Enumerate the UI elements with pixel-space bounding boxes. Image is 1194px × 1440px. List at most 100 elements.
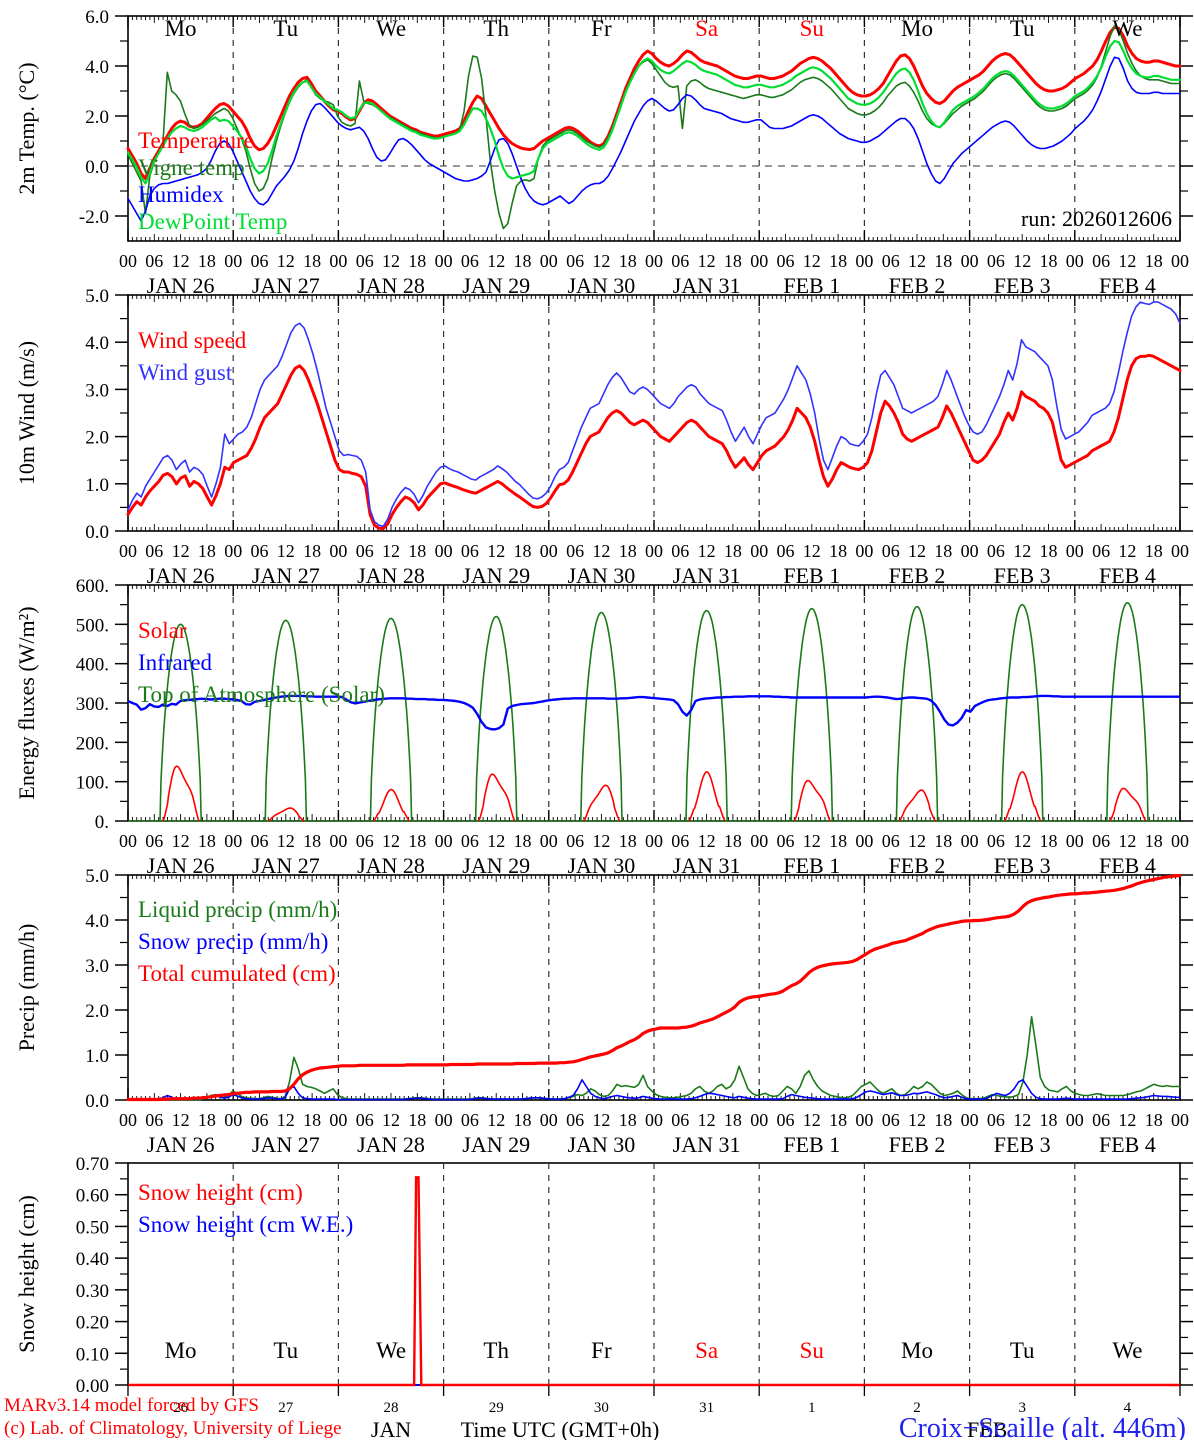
hour-tick-label: 06: [777, 1110, 795, 1130]
bottom-day-number: 2: [913, 1400, 921, 1416]
hour-tick-label: 00: [119, 541, 137, 561]
hour-tick-label: 12: [172, 1110, 190, 1130]
hour-tick-label: 12: [277, 1110, 295, 1130]
day-label: FEB 1: [783, 1132, 840, 1157]
hour-tick-label: 18: [619, 251, 637, 271]
hour-tick-label: 12: [277, 251, 295, 271]
run-label: run: 2026012606: [1021, 206, 1172, 231]
hour-tick-label: 12: [908, 1110, 926, 1130]
hour-tick-label: 18: [934, 251, 952, 271]
hour-tick-label: 18: [303, 831, 321, 851]
hour-tick-label: 06: [882, 251, 900, 271]
y-tick-label: 0.: [95, 812, 109, 833]
y-axis-title: 10m Wind (m/s): [14, 341, 39, 485]
y-tick-label: 600.: [76, 576, 109, 597]
hour-tick-label: 00: [540, 831, 558, 851]
hour-tick-label: 00: [1066, 831, 1084, 851]
y-tick-label: 1.0: [85, 1046, 109, 1067]
hour-tick-label: 06: [566, 831, 584, 851]
y-tick-label: 4.0: [85, 333, 109, 354]
hour-tick-label: 06: [1092, 1110, 1110, 1130]
hour-tick-label: 06: [987, 541, 1005, 561]
bottom-month-jan: JAN: [371, 1417, 411, 1440]
hour-tick-label: 18: [934, 541, 952, 561]
day-label: JAN 26: [147, 273, 215, 298]
y-tick-label: 0.10: [76, 1344, 109, 1365]
x-axis-ticks: [127, 875, 1181, 1100]
hour-tick-label: 00: [1066, 251, 1084, 271]
hour-tick-label: 18: [408, 831, 426, 851]
hour-tick-label: 06: [882, 1110, 900, 1130]
station-label: Croix−Scaille (alt. 446m): [899, 1413, 1186, 1440]
hour-tick-label: 00: [540, 1110, 558, 1130]
hour-tick-label: 00: [1171, 831, 1189, 851]
hour-tick-label: 00: [750, 251, 768, 271]
hour-tick-label: 18: [1040, 251, 1058, 271]
hour-tick-label: 00: [961, 251, 979, 271]
hour-tick-label: 18: [1145, 251, 1163, 271]
x-axis-title: Time UTC (GMT+0h): [461, 1417, 660, 1440]
hour-tick-label: 00: [1171, 541, 1189, 561]
hour-tick-label: 12: [1013, 831, 1031, 851]
legend-entry-2: Infrared: [138, 650, 213, 675]
hour-tick-label: 12: [908, 541, 926, 561]
hour-tick-label: 18: [829, 831, 847, 851]
y-tick-label: 3.0: [85, 380, 109, 401]
hour-tick-label: 00: [540, 541, 558, 561]
hour-tick-label: 06: [251, 541, 269, 561]
panel-precip: [115, 873, 1193, 1102]
y-tick-label: -2.0: [79, 207, 109, 228]
hour-tick-label: 06: [882, 831, 900, 851]
day-label: JAN 26: [147, 563, 215, 588]
hour-tick-label: 00: [224, 541, 242, 561]
hour-tick-label: 06: [145, 831, 163, 851]
hour-tick-label: 06: [461, 251, 479, 271]
hour-tick-label: 18: [514, 251, 532, 271]
hour-tick-label: 18: [829, 251, 847, 271]
hour-tick-label: 18: [619, 1110, 637, 1130]
series-snow-precip-mm-h: [127, 1079, 1181, 1101]
hour-tick-label: 06: [356, 1110, 374, 1130]
day-label: JAN 29: [462, 853, 530, 878]
hour-tick-label: 00: [329, 1110, 347, 1130]
hour-tick-label: 18: [934, 1110, 952, 1130]
hour-tick-label: 18: [619, 831, 637, 851]
day-label: JAN 30: [567, 273, 635, 298]
hour-tick-label: 12: [382, 1110, 400, 1130]
day-label: FEB 3: [994, 563, 1051, 588]
hour-tick-label: 00: [855, 831, 873, 851]
dow-label-bottom: We: [376, 1338, 406, 1363]
y-tick-label: 6.0: [85, 7, 109, 28]
y-tick-label: 0.20: [76, 1313, 109, 1334]
legend-entry-4: DewPoint Temp: [138, 209, 287, 234]
y-tick-label: 0.60: [76, 1186, 109, 1207]
hour-tick-label: 06: [777, 831, 795, 851]
hour-tick-label: 06: [1092, 251, 1110, 271]
dow-label-top: Th: [483, 16, 509, 41]
day-label: JAN 27: [252, 273, 320, 298]
hour-tick-label: 18: [303, 1110, 321, 1130]
day-label: FEB 2: [889, 1132, 946, 1157]
legend-entry-2: Wind gust: [138, 360, 233, 385]
bottom-day-number: 3: [1018, 1400, 1026, 1416]
hour-tick-label: 06: [566, 251, 584, 271]
legend-entry-1: Solar: [138, 618, 187, 643]
hour-tick-label: 06: [251, 1110, 269, 1130]
hour-tick-label: 18: [198, 251, 216, 271]
y-tick-label: 4.0: [85, 57, 109, 78]
hour-tick-label: 00: [435, 541, 453, 561]
hour-tick-label: 00: [435, 1110, 453, 1130]
hour-tick-label: 00: [1066, 1110, 1084, 1130]
day-label: FEB 4: [1099, 1132, 1156, 1157]
day-label: FEB 1: [783, 563, 840, 588]
legend-entry-2: Snow height (cm W.E.): [138, 1212, 353, 1237]
y-tick-label: 2.0: [85, 428, 109, 449]
hour-tick-label: 00: [645, 1110, 663, 1130]
day-label: JAN 28: [357, 1132, 425, 1157]
hour-tick-label: 00: [329, 251, 347, 271]
hour-tick-label: 00: [645, 541, 663, 561]
legend-entry-3: Humidex: [138, 182, 224, 207]
day-label: FEB 3: [994, 853, 1051, 878]
hour-tick-label: 00: [961, 831, 979, 851]
hour-tick-label: 18: [514, 831, 532, 851]
